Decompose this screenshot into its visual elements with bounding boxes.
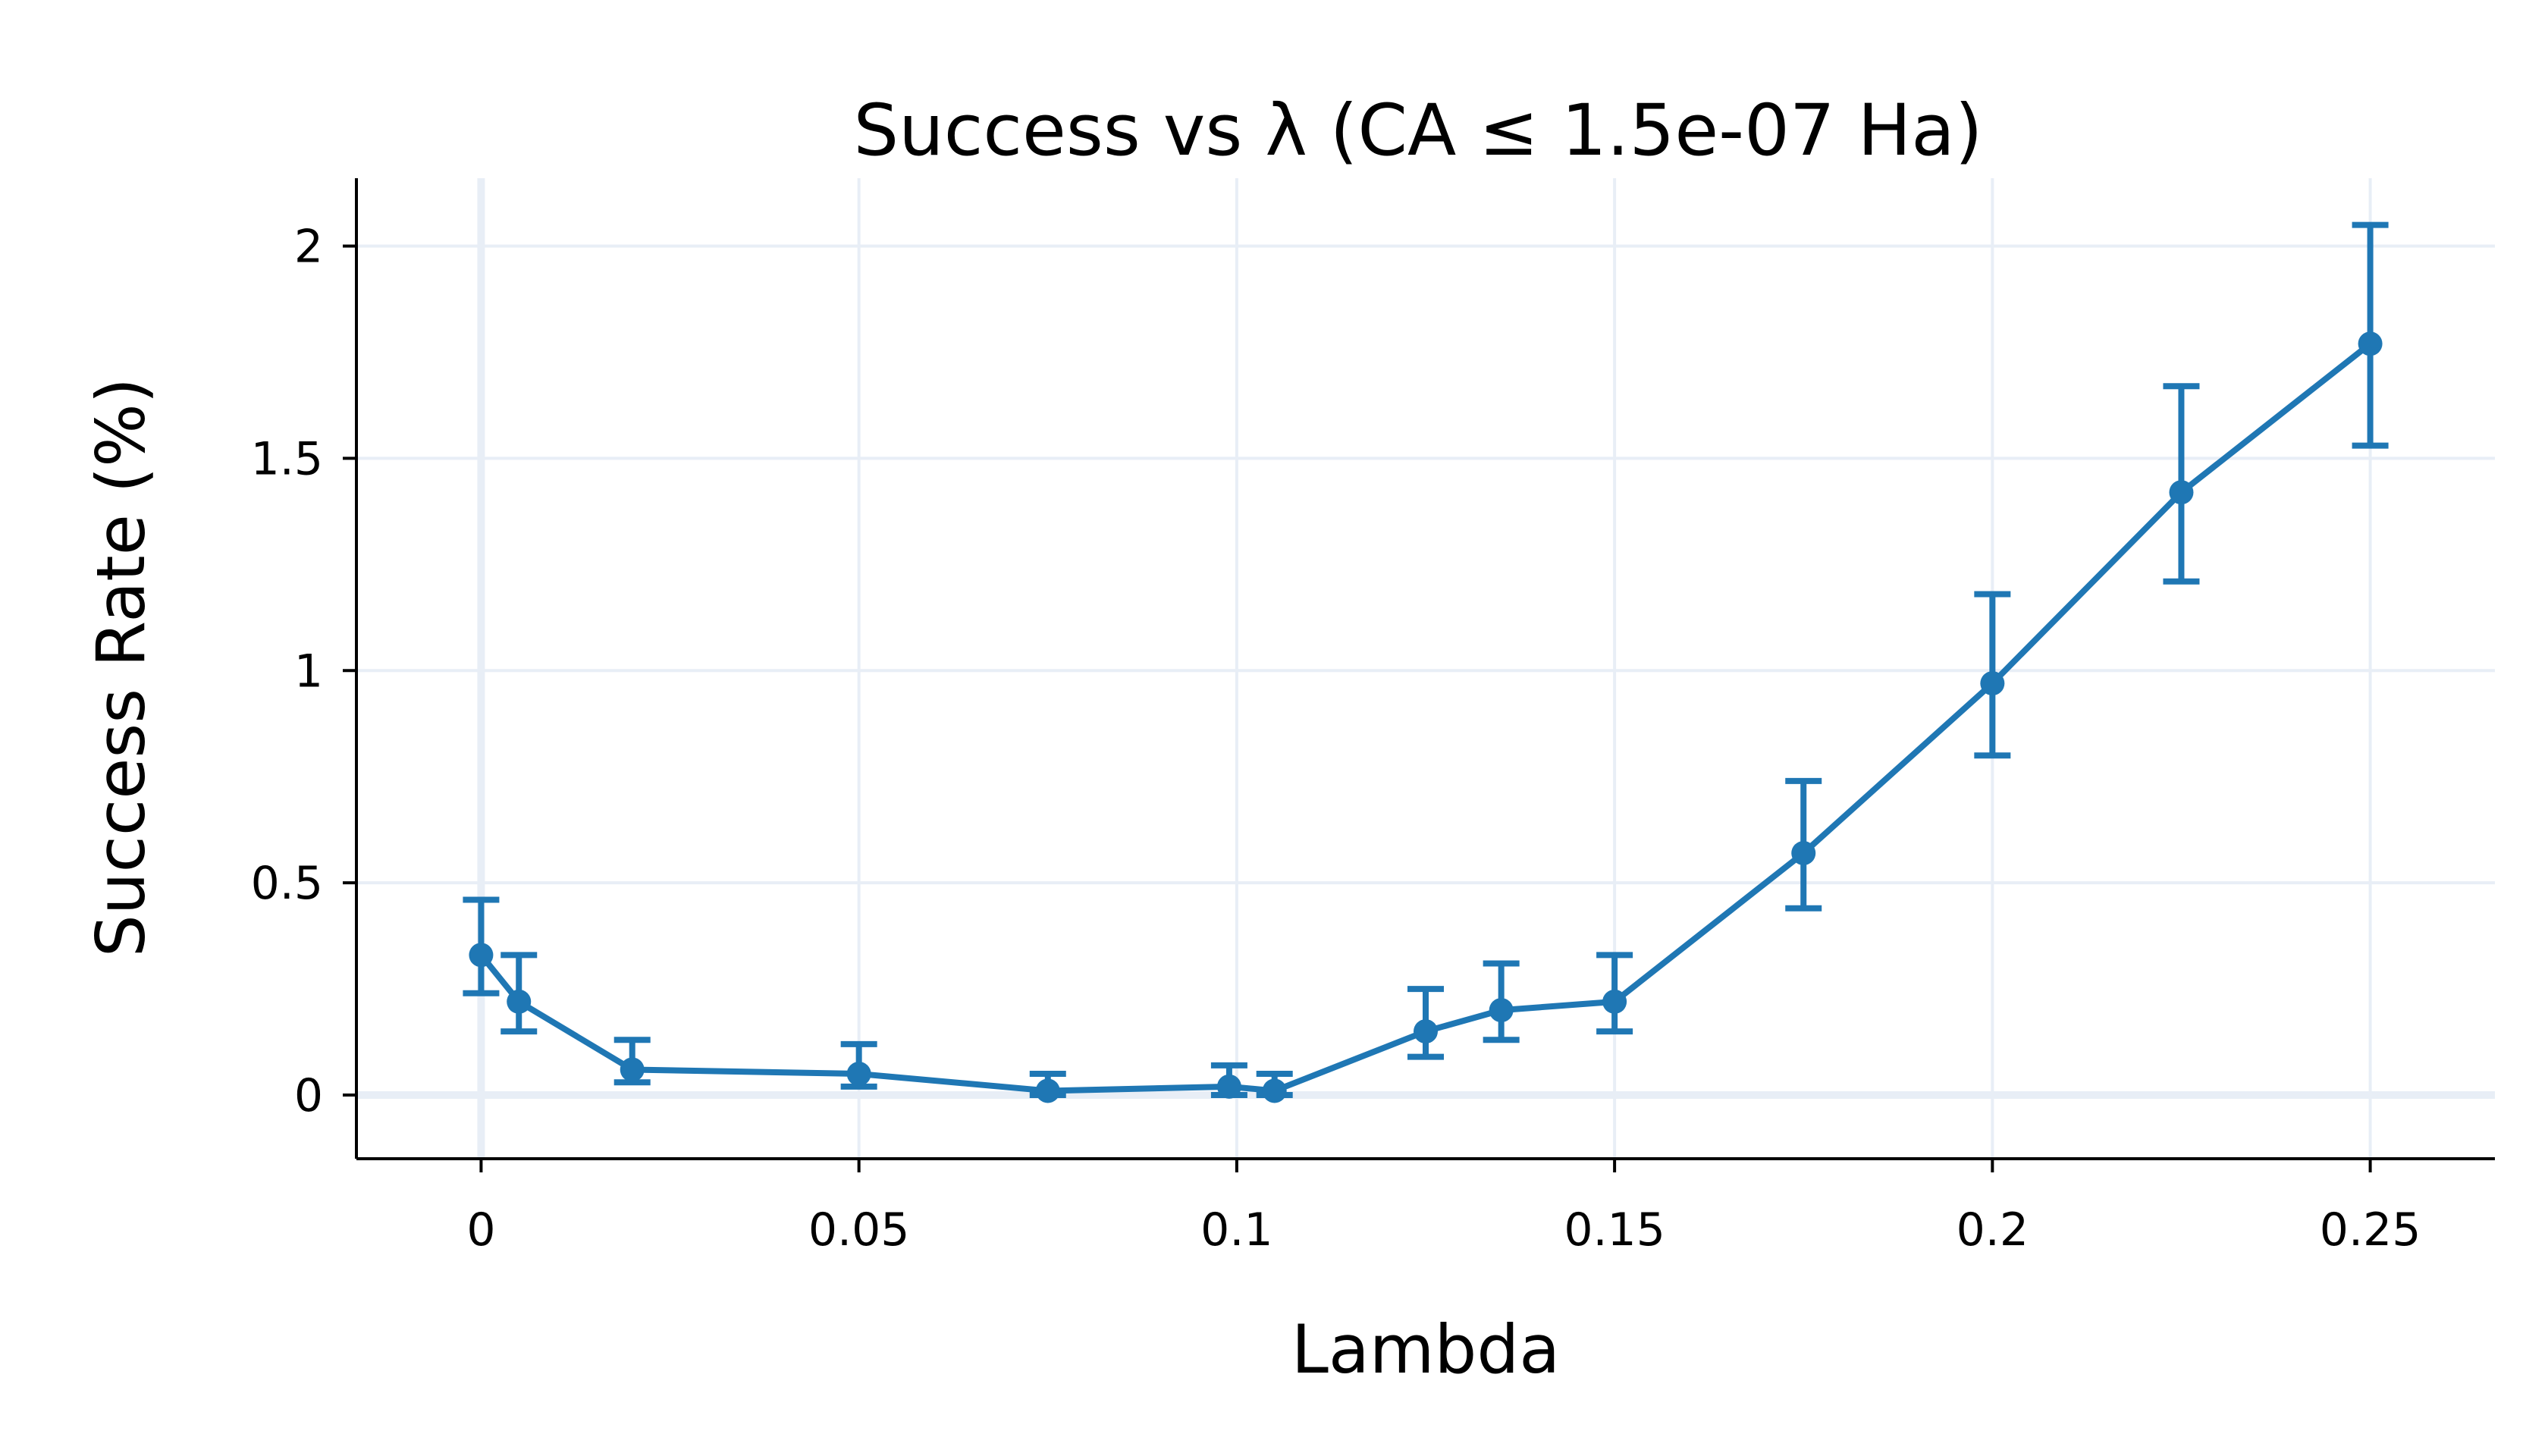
x-tick-label: 0.15 [1564, 1203, 1665, 1257]
y-tick-label: 1 [294, 645, 323, 698]
data-point [1262, 1078, 1287, 1103]
data-point [846, 1062, 871, 1087]
ticks: 0 0.05 0.1 0.15 0.2 0.25 0 0.5 1 1.5 2 [251, 221, 2421, 1257]
x-tick-label: 0.1 [1200, 1203, 1272, 1257]
data-point [1791, 840, 1816, 865]
y-tick-label: 2 [294, 221, 323, 274]
data-point [1035, 1078, 1060, 1103]
data-point [1216, 1074, 1241, 1099]
y-tick-label: 1.5 [251, 432, 323, 485]
data-point [1489, 998, 1514, 1023]
series [463, 221, 2389, 1103]
x-tick-label: 0.2 [1956, 1203, 2029, 1257]
data-point [1414, 1019, 1438, 1044]
x-axis-label: Lambda [1291, 1310, 1560, 1389]
x-tick-label: 0.05 [808, 1203, 910, 1257]
y-tick-label: 0 [294, 1069, 323, 1122]
data-point [1980, 671, 2005, 696]
data-point [2358, 331, 2383, 356]
y-tick-label: 0.5 [251, 857, 323, 910]
data-point [1602, 989, 1627, 1014]
chart-title: Success vs λ (CA ≤ 1.5e-07 Ha) [853, 89, 1982, 172]
data-point [469, 943, 494, 968]
axes [355, 178, 2495, 1160]
data-point [2169, 480, 2194, 505]
y-axis-label: Success Rate (%) [82, 378, 160, 957]
data-point [620, 1057, 645, 1082]
x-tick-label: 0.25 [2320, 1203, 2421, 1257]
x-tick-label: 0 [466, 1203, 495, 1257]
data-point [507, 989, 532, 1014]
series-line [479, 341, 2373, 1094]
